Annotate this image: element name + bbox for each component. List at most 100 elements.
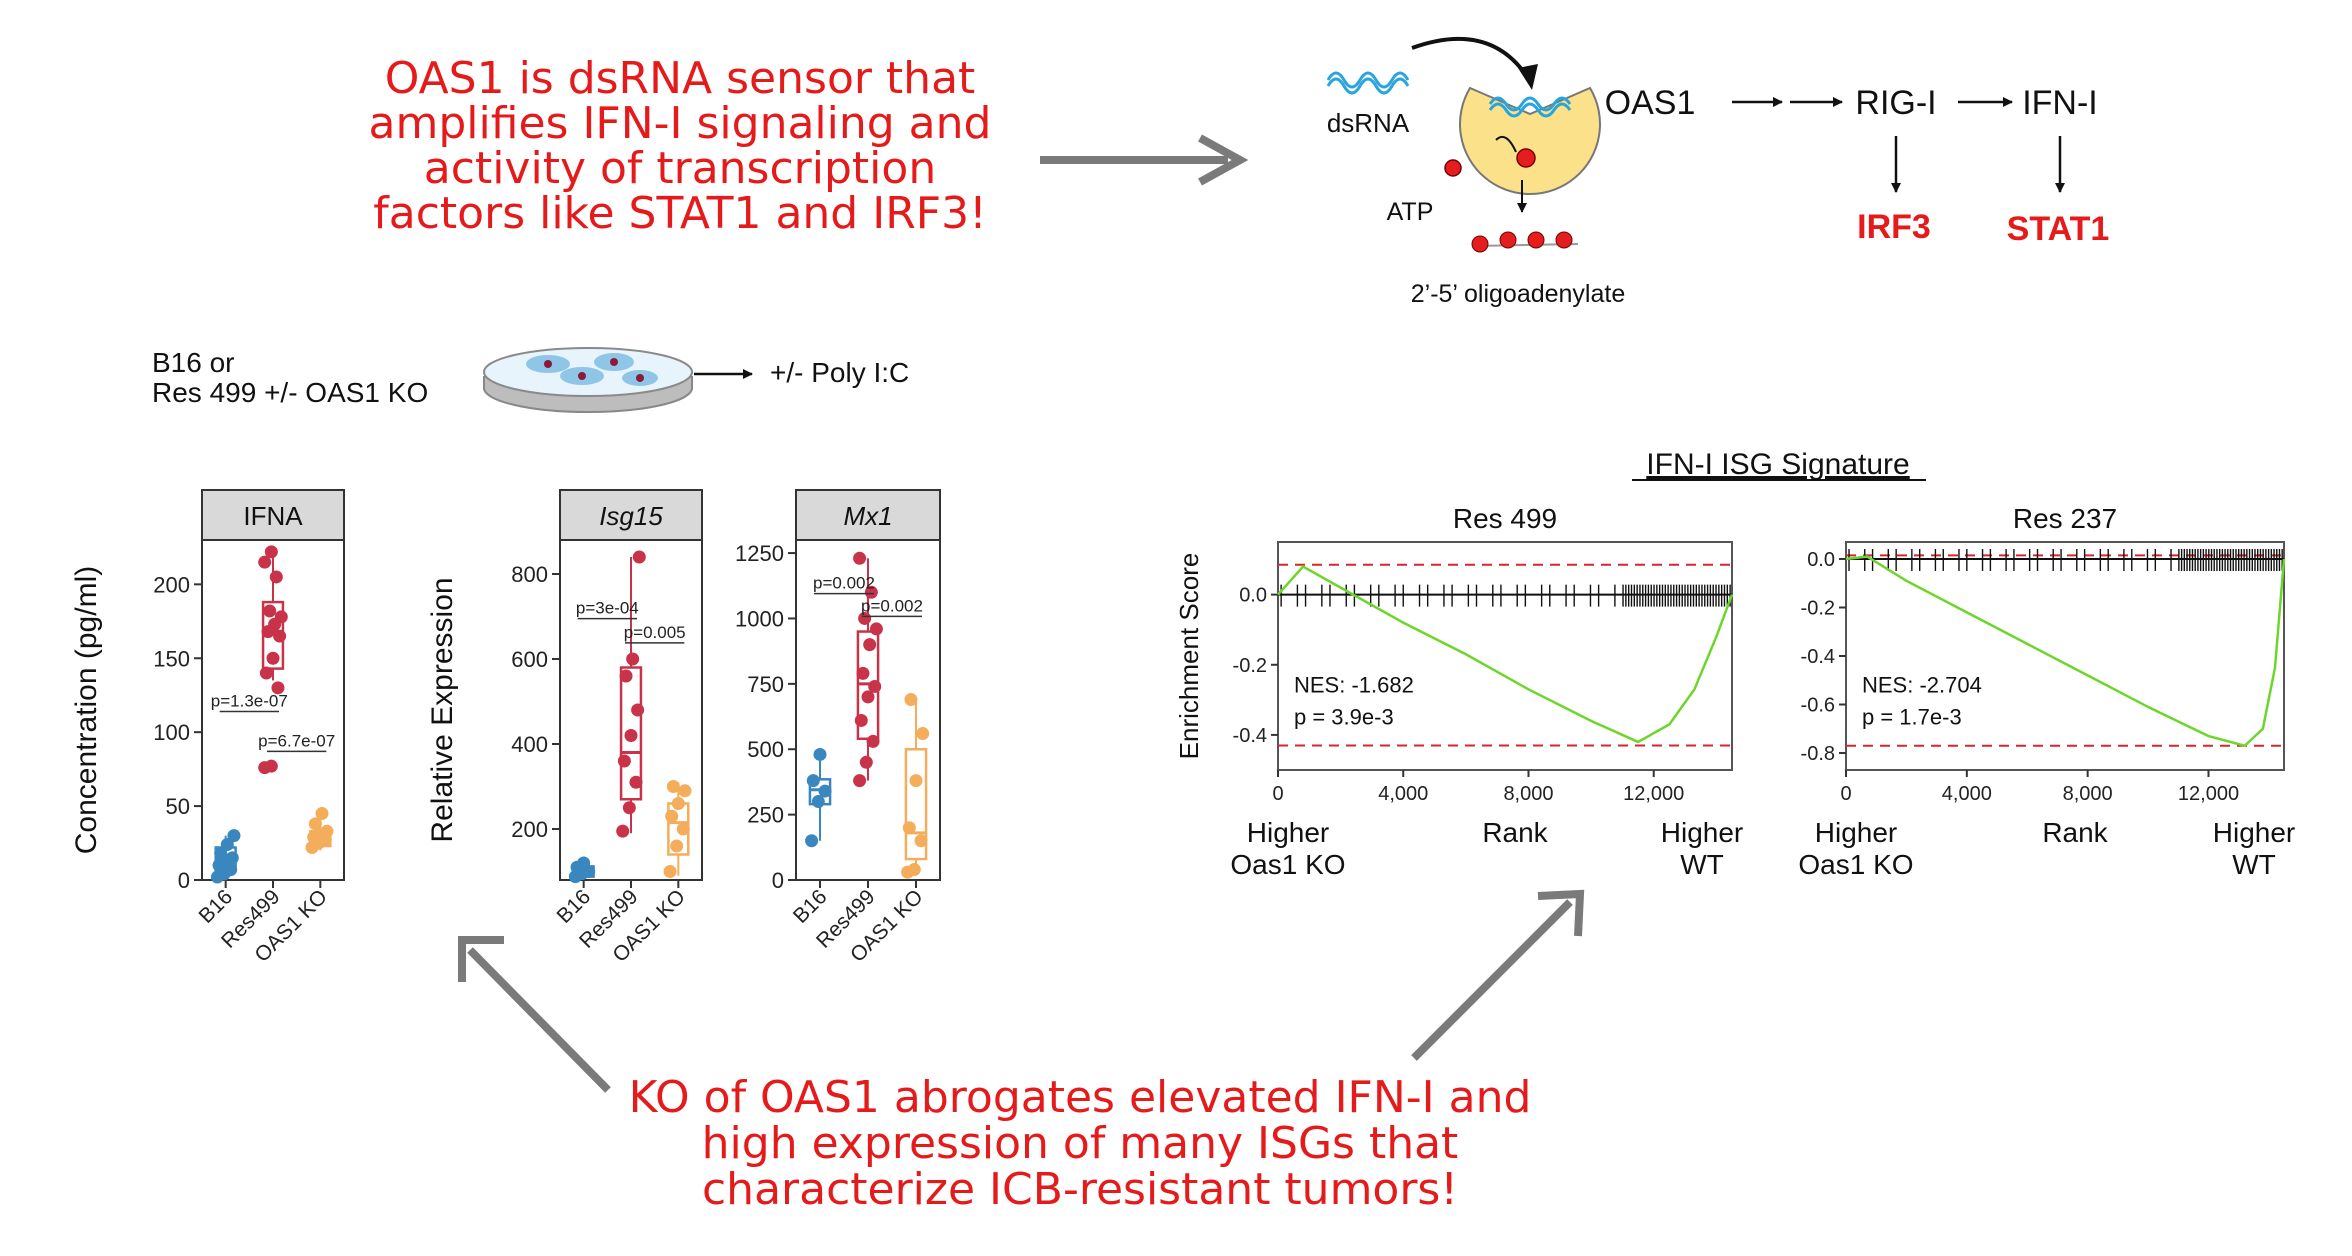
data-point bbox=[866, 734, 880, 748]
data-point bbox=[315, 806, 329, 820]
data-point bbox=[577, 856, 591, 870]
data-point bbox=[858, 611, 872, 625]
callout-bottom-line-3: characterize ICB-resistant tumors! bbox=[702, 1164, 1458, 1215]
y-tick-label: 0 bbox=[178, 868, 190, 893]
data-point bbox=[813, 747, 827, 761]
x-left-label-1: Higher bbox=[1247, 817, 1329, 848]
enrichment-curve bbox=[1845, 555, 2286, 748]
arrow-up-left-icon bbox=[458, 936, 611, 1093]
arrow-right-icon bbox=[1040, 134, 1249, 186]
data-point bbox=[214, 846, 228, 860]
panel-title: Isg15 bbox=[599, 501, 663, 531]
nes-label: NES: -2.704 bbox=[1862, 672, 1982, 697]
panel-strip bbox=[559, 489, 703, 541]
y-tick-label: 1000 bbox=[735, 606, 784, 631]
x-left-label-1: Higher bbox=[1815, 817, 1897, 848]
rigi-label: RIG-I bbox=[1855, 84, 1936, 122]
res499-gsea-plot: Res 499 Enrichment Score 0.0 -0.2 -0.4 0 4,000… bbox=[1174, 503, 1743, 880]
data-point bbox=[914, 834, 928, 848]
data-point bbox=[263, 604, 277, 618]
x-tick-label: 8,000 bbox=[1503, 783, 1553, 805]
data-point bbox=[624, 729, 638, 742]
y-tick-label: 500 bbox=[747, 737, 784, 762]
data-point bbox=[864, 585, 878, 599]
pvalue-label: p = 1.7e-3 bbox=[1862, 704, 1962, 729]
y-tick-label: -0.2 bbox=[1801, 597, 1835, 619]
pvalue-label: p=0.005 bbox=[624, 623, 686, 642]
y-tick-label: 1250 bbox=[735, 541, 784, 566]
data-point bbox=[854, 713, 868, 727]
panel-strip bbox=[795, 489, 941, 541]
x-tick-label: B16 bbox=[789, 885, 832, 928]
data-point bbox=[853, 551, 867, 565]
data-point bbox=[626, 652, 640, 666]
data-point bbox=[676, 822, 690, 836]
data-point bbox=[811, 795, 825, 809]
data-point bbox=[308, 817, 322, 831]
data-point bbox=[806, 774, 820, 788]
data-point bbox=[258, 555, 272, 569]
res237-gsea-plot: Res 237 0.0 -0.2 -0.4 -0.6 -0.80 4,000 8,000 12,… bbox=[1798, 503, 2295, 880]
data-point bbox=[619, 669, 633, 683]
x-tick-label: 12,000 bbox=[2178, 783, 2239, 805]
y-axis-label: Enrichment Score bbox=[1174, 553, 1204, 760]
data-point bbox=[274, 610, 288, 624]
data-point bbox=[907, 863, 921, 877]
data-point bbox=[902, 821, 916, 835]
data-point bbox=[853, 774, 867, 788]
data-point bbox=[856, 666, 870, 680]
arrow-up-right-icon bbox=[1411, 889, 1585, 1061]
x-mid-label: Rank bbox=[1482, 817, 1548, 848]
data-point bbox=[670, 839, 684, 853]
stat1-label: STAT1 bbox=[2007, 210, 2110, 248]
data-point bbox=[678, 784, 692, 798]
data-point bbox=[264, 545, 278, 559]
y-tick-label: -0.4 bbox=[1801, 646, 1835, 668]
petri-dish-icon bbox=[483, 347, 693, 413]
experiment-setup: B16 or Res 499 +/- OAS1 KO +/- Poly I:C bbox=[152, 347, 909, 413]
y-tick-label: 800 bbox=[511, 562, 548, 587]
data-point bbox=[266, 651, 280, 665]
x-tick-label: 12,000 bbox=[1623, 783, 1684, 805]
data-point bbox=[632, 550, 646, 564]
pvalue-label: p=1.3e-07 bbox=[211, 691, 288, 710]
data-point bbox=[269, 570, 283, 584]
gsea-subtitle: Res 237 bbox=[2013, 503, 2117, 534]
callout-bottom-line-2: high expression of many ISGs that bbox=[702, 1118, 1459, 1169]
experiment-line-1: B16 or bbox=[152, 347, 235, 378]
callout-top-line-2: amplifies IFN-I signaling and bbox=[369, 98, 992, 149]
data-point bbox=[220, 838, 234, 852]
data-point bbox=[631, 703, 645, 717]
pvalue-label: p = 3.9e-3 bbox=[1294, 704, 1394, 729]
data-point bbox=[909, 774, 923, 788]
y-tick-label: 200 bbox=[511, 817, 548, 842]
x-tick-label: 0 bbox=[1272, 783, 1283, 805]
data-point bbox=[861, 690, 875, 704]
y-tick-label: -0.4 bbox=[1233, 725, 1267, 747]
data-point bbox=[869, 622, 883, 636]
oligoadenylate-label: 2’-5’ oligoadenylate bbox=[1411, 280, 1626, 308]
pvalue-label: p=3e-04 bbox=[576, 599, 639, 618]
callout-bottom: KO of OAS1 abrogates elevated IFN-I and … bbox=[629, 1072, 1532, 1215]
gsea-title: IFN-I ISG Signature bbox=[1646, 448, 1909, 481]
gsea-subtitle: Res 499 bbox=[1453, 503, 1557, 534]
panel-title: Mx1 bbox=[843, 501, 892, 531]
ifni-label: IFN-I bbox=[2022, 84, 2098, 122]
y-tick-label: 50 bbox=[166, 794, 190, 819]
x-left-label-2: Oas1 KO bbox=[1798, 849, 1913, 880]
oas1-enzyme-icon bbox=[1459, 86, 1601, 195]
x-mid-label: Rank bbox=[2042, 817, 2108, 848]
y-axis-label: Concentration (pg/ml) bbox=[70, 566, 103, 854]
panel-strip bbox=[201, 489, 345, 541]
data-point bbox=[264, 759, 278, 773]
y-tick-label: -0.2 bbox=[1233, 655, 1267, 677]
x-tick-label: 4,000 bbox=[1378, 783, 1428, 805]
plot-frame bbox=[1845, 541, 2285, 771]
data-point bbox=[629, 775, 643, 789]
y-tick-label: -0.8 bbox=[1801, 743, 1835, 765]
enrichment-curve bbox=[1277, 564, 1734, 744]
